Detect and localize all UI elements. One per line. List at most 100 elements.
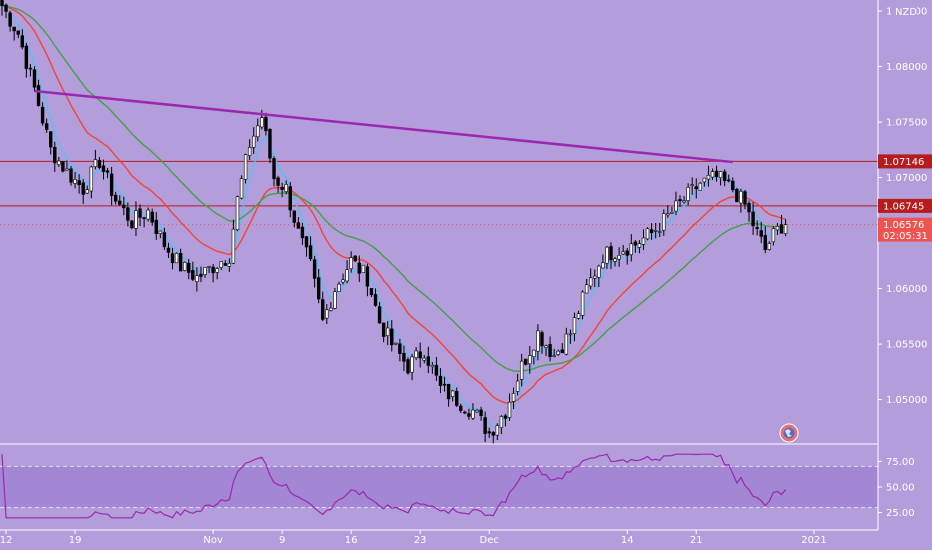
candle (138, 204, 142, 227)
rsi-pane[interactable] (0, 453, 878, 519)
candle (418, 342, 422, 368)
candle-body (85, 189, 89, 194)
candle (735, 187, 739, 203)
candle (467, 408, 471, 420)
candle-body (572, 317, 577, 334)
candle (747, 200, 751, 222)
candle (0, 0, 4, 16)
candle (235, 195, 240, 232)
candle-body (731, 180, 735, 191)
candle (422, 354, 426, 364)
candle-body (118, 200, 122, 205)
candle-body (450, 390, 455, 397)
candle (775, 223, 780, 236)
moving-average-line (1, 5, 786, 429)
trend-line[interactable] (34, 89, 733, 164)
time-axis[interactable]: 12 19 Nov 9 16 23 Dec 14 21 2021 (0, 530, 827, 546)
candle-body (463, 411, 467, 414)
candle (20, 29, 24, 50)
candle (584, 278, 589, 294)
candle-body (20, 35, 24, 48)
price-pane[interactable] (0, 0, 878, 445)
candle (40, 102, 45, 126)
candle-body (426, 356, 430, 366)
candle (438, 368, 443, 394)
candle (325, 304, 329, 324)
candle-body (637, 243, 642, 248)
candle (406, 357, 410, 375)
time-tick-label: Dec (480, 535, 499, 546)
candle (85, 185, 89, 194)
candle (122, 196, 126, 216)
candle-body (406, 359, 410, 374)
candle-body (373, 294, 378, 306)
candle (304, 235, 309, 257)
price-axis[interactable]: 1.085001.080001.075001.070001.065001.060… (878, 7, 932, 407)
candle (105, 167, 110, 179)
candle-body (670, 212, 674, 214)
candle-body (105, 170, 110, 173)
candle (353, 255, 357, 263)
candle-body (560, 349, 564, 354)
candle-body (507, 401, 512, 418)
candle-body (658, 231, 662, 233)
candle-body (694, 186, 698, 190)
candle (329, 301, 333, 312)
candle-body (337, 283, 341, 292)
candle-body (584, 284, 589, 294)
candle (459, 403, 463, 414)
candle-body (532, 349, 536, 357)
candle-body (540, 332, 544, 347)
candle (629, 234, 634, 262)
candle (195, 267, 199, 292)
candle (678, 195, 682, 208)
candle (361, 264, 366, 273)
candle (479, 406, 483, 421)
candle (316, 268, 321, 304)
candle (779, 214, 784, 234)
candle (385, 321, 390, 346)
candle-body (377, 306, 382, 324)
candle-body (260, 117, 264, 128)
candle (215, 267, 219, 280)
globe-icon[interactable] (779, 423, 799, 443)
candle-body (613, 258, 617, 262)
level-price-tag[interactable]: 1.06745 (878, 198, 932, 213)
candle (101, 159, 106, 180)
candle (300, 222, 305, 245)
candle-body (16, 30, 20, 35)
candle-body (341, 279, 345, 283)
candle (44, 118, 49, 133)
candle-body (702, 177, 707, 183)
candle-body (93, 159, 98, 167)
candle (731, 177, 735, 193)
candle-body (686, 187, 690, 201)
candle (670, 206, 674, 214)
rsi-line (1, 453, 787, 519)
level-price-tag-value: 1.06745 (883, 201, 924, 212)
candle (771, 226, 776, 246)
candle-body (166, 247, 171, 253)
candle-body (621, 251, 625, 255)
candle-body (779, 224, 784, 234)
candle-body (178, 253, 183, 272)
candle (686, 183, 690, 206)
candle (593, 269, 597, 287)
candle (511, 387, 516, 409)
level-price-tag[interactable]: 1.07146 (878, 154, 932, 169)
moving-average-line (1, 5, 786, 404)
candle-body (12, 26, 16, 32)
candle (743, 189, 747, 210)
candle (77, 174, 81, 194)
candle (187, 258, 191, 280)
candle-body (256, 125, 260, 138)
candle-body (519, 360, 524, 380)
candle (219, 261, 223, 271)
candle-body (710, 171, 715, 178)
time-tick-label: 16 (345, 535, 358, 546)
candle-body (211, 266, 215, 274)
candle (32, 66, 37, 92)
rsi-axis[interactable]: 75.00 50.00 25.00 (878, 457, 915, 519)
